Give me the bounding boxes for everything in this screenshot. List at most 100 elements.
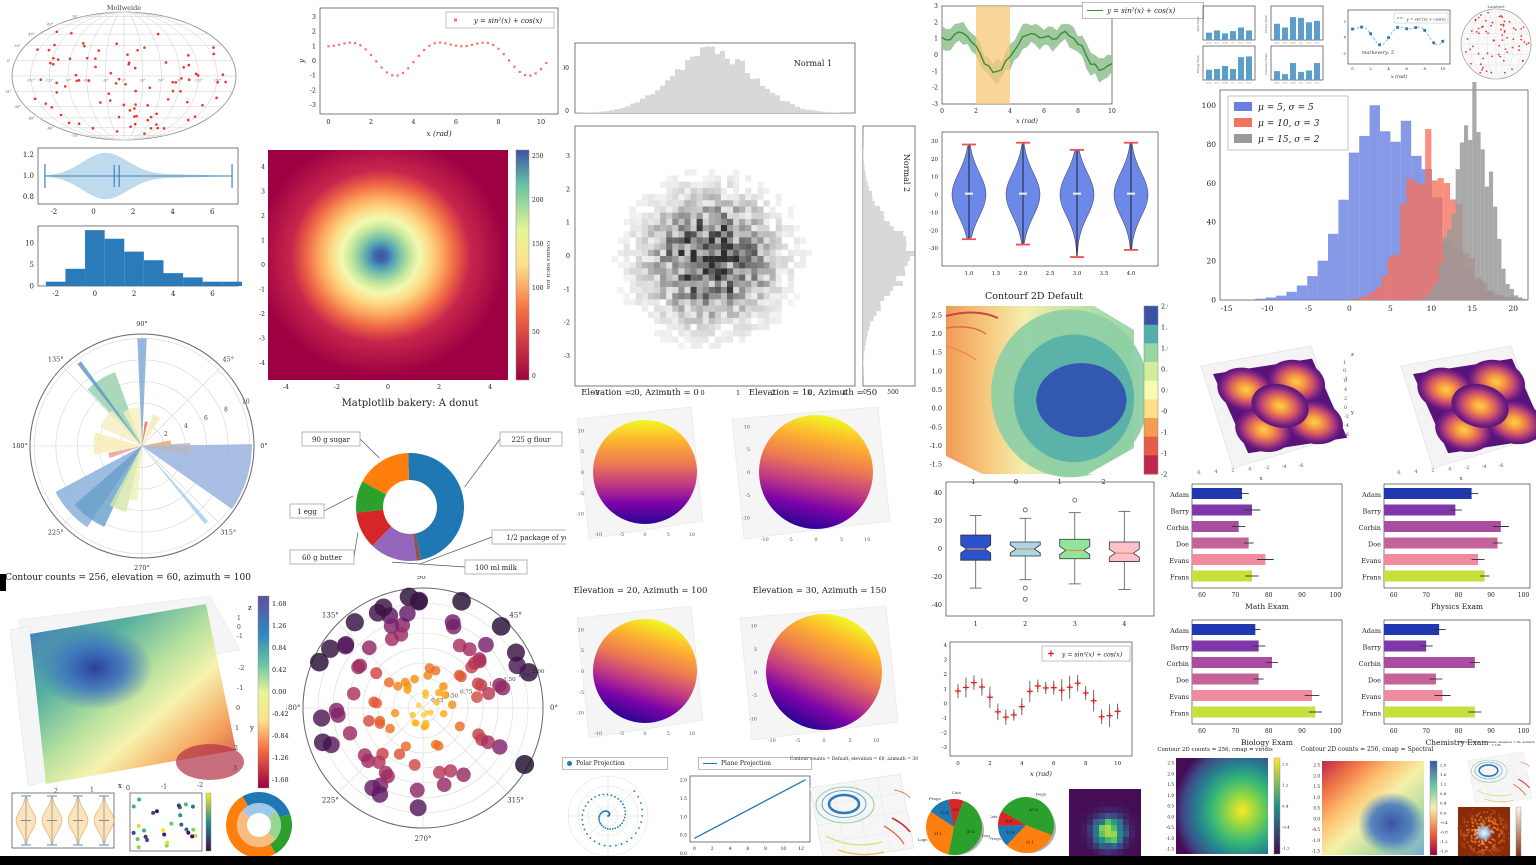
svg-text:60°: 60°: [47, 23, 53, 27]
svg-text:40: 40: [934, 489, 942, 497]
svg-text:Frans: Frans: [1170, 710, 1189, 718]
svg-text:90: 90: [1487, 592, 1495, 599]
svg-text:4: 4: [488, 383, 492, 391]
svg-text:6: 6: [210, 290, 215, 298]
svg-text:-75°: -75°: [71, 134, 78, 138]
svg-text:0: 0: [237, 624, 241, 631]
svg-text:Frogs: Frogs: [990, 836, 1001, 841]
svg-text:2: 2: [1344, 19, 1347, 24]
svg-text:20: 20: [1508, 304, 1518, 313]
nested-donut-chart: [222, 788, 296, 862]
svg-text:6: 6: [1052, 761, 1056, 767]
svg-text:-3: -3: [259, 335, 265, 342]
polar-legend-marker: [567, 761, 572, 766]
contour3d-a-title: Contour counts = Default, elevation = 60…: [786, 758, 922, 763]
svg-text:Frans: Frans: [1362, 574, 1381, 582]
svg-text:1: 1: [974, 620, 978, 628]
svg-text:8.9: 8.9: [952, 808, 958, 812]
svg-text:1.5: 1.5: [932, 349, 942, 357]
svg-text:10: 10: [744, 424, 750, 430]
svg-text:-3: -3: [564, 352, 570, 360]
svg-text:x (rad): x (rad): [1030, 770, 1052, 778]
svg-text:-2: -2: [942, 731, 947, 737]
svg-text:2: 2: [1023, 620, 1027, 628]
svg-text:2: 2: [1344, 396, 1347, 402]
svg-text:Chemistry Exam: Chemistry Exam: [1264, 53, 1268, 75]
orange-heatmap-canvas: [1456, 805, 1536, 863]
svg-text:-45°: -45°: [28, 116, 35, 120]
svg-text:-1.0: -1.0: [1166, 836, 1174, 841]
svg-text:0: 0: [326, 118, 330, 126]
svg-text:Evans: Evans: [1361, 693, 1381, 701]
svg-text:75°: 75°: [72, 15, 78, 19]
svg-text:3: 3: [934, 3, 938, 10]
svg-text:5: 5: [667, 532, 670, 538]
contour2d-spectral-title: Contour 2D counts = 256, cmap = Spectral: [1296, 747, 1438, 754]
svg-text:2: 2: [437, 383, 441, 391]
svg-text:6: 6: [454, 118, 458, 126]
svg-text:4.0: 4.0: [1127, 271, 1136, 277]
svg-text:6: 6: [1042, 108, 1046, 115]
svg-text:μ = 10, σ = 3: μ = 10, σ = 3: [1258, 119, 1320, 129]
svg-text:2: 2: [132, 290, 136, 298]
svg-text:1: 1: [235, 724, 239, 732]
svg-text:Adam: Adam: [1273, 83, 1280, 85]
svg-text:-1.0: -1.0: [1161, 429, 1168, 437]
svg-text:0: 0: [566, 252, 570, 260]
svg-text:2: 2: [988, 761, 992, 767]
svg-text:0.42: 0.42: [272, 666, 286, 674]
svg-text:Dogs: Dogs: [1036, 791, 1046, 796]
svg-text:3: 3: [944, 658, 948, 664]
svg-text:-1.0: -1.0: [929, 442, 942, 450]
svg-text:0: 0: [93, 290, 97, 298]
svg-text:4: 4: [944, 643, 948, 649]
svg-text:8: 8: [1424, 66, 1427, 71]
svg-text:315°: 315°: [507, 797, 524, 805]
svg-text:Mollweide: Mollweide: [107, 4, 141, 12]
svg-text:Corbin: Corbin: [1359, 660, 1381, 668]
svg-text:45°: 45°: [509, 611, 521, 619]
svg-text:-2: -2: [1465, 465, 1470, 471]
svg-text:-10: -10: [576, 512, 584, 518]
svg-text:4: 4: [184, 423, 188, 430]
svg-text:8: 8: [1076, 108, 1080, 115]
markevery-canvas: y = sin²(x) + cos(x)markevery: 5x (rad)0…: [1334, 2, 1456, 84]
svg-text:0.0: 0.0: [1440, 810, 1447, 815]
svg-text:-4: -4: [1282, 464, 1287, 470]
svg-text:30: 30: [931, 139, 938, 145]
svg-text:y: y: [1350, 410, 1355, 416]
svg-text:-5: -5: [795, 738, 800, 744]
svg-text:2.0: 2.0: [1313, 773, 1320, 778]
svg-text:12.4: 12.4: [1006, 831, 1015, 835]
svg-text:0: 0: [822, 738, 825, 744]
svg-text:60: 60: [1206, 179, 1216, 188]
svg-text:225°: 225°: [322, 797, 339, 805]
svg-text:135°: 135°: [322, 611, 339, 619]
svg-text:-1.5: -1.5: [1166, 847, 1174, 852]
svg-text:8: 8: [496, 118, 500, 126]
svg-text:2.5: 2.5: [1313, 763, 1320, 768]
svg-text:6: 6: [210, 208, 215, 216]
svg-text:1.5: 1.5: [1313, 784, 1320, 789]
svg-text:225°: 225°: [48, 528, 64, 536]
svg-text:-30°: -30°: [102, 79, 109, 83]
svg-text:0.5: 0.5: [932, 386, 942, 394]
svg-text:x (rad): x (rad): [426, 129, 451, 138]
svg-text:2: 2: [261, 213, 265, 220]
svg-text:4: 4: [1008, 108, 1012, 115]
svg-text:-2: -2: [259, 311, 265, 318]
svg-text:Dogs: Dogs: [982, 833, 990, 838]
svg-text:-0.4: -0.4: [1440, 820, 1448, 825]
svg-text:-0.5: -0.5: [1166, 825, 1174, 830]
svg-text:2.5: 2.5: [932, 311, 942, 319]
svg-text:-10: -10: [1261, 304, 1273, 313]
svg-text:-1.0: -1.0: [1312, 838, 1320, 843]
svg-text:1.68: 1.68: [272, 600, 286, 608]
svg-text:0: 0: [693, 846, 696, 852]
svg-text:0: 0: [643, 532, 646, 538]
